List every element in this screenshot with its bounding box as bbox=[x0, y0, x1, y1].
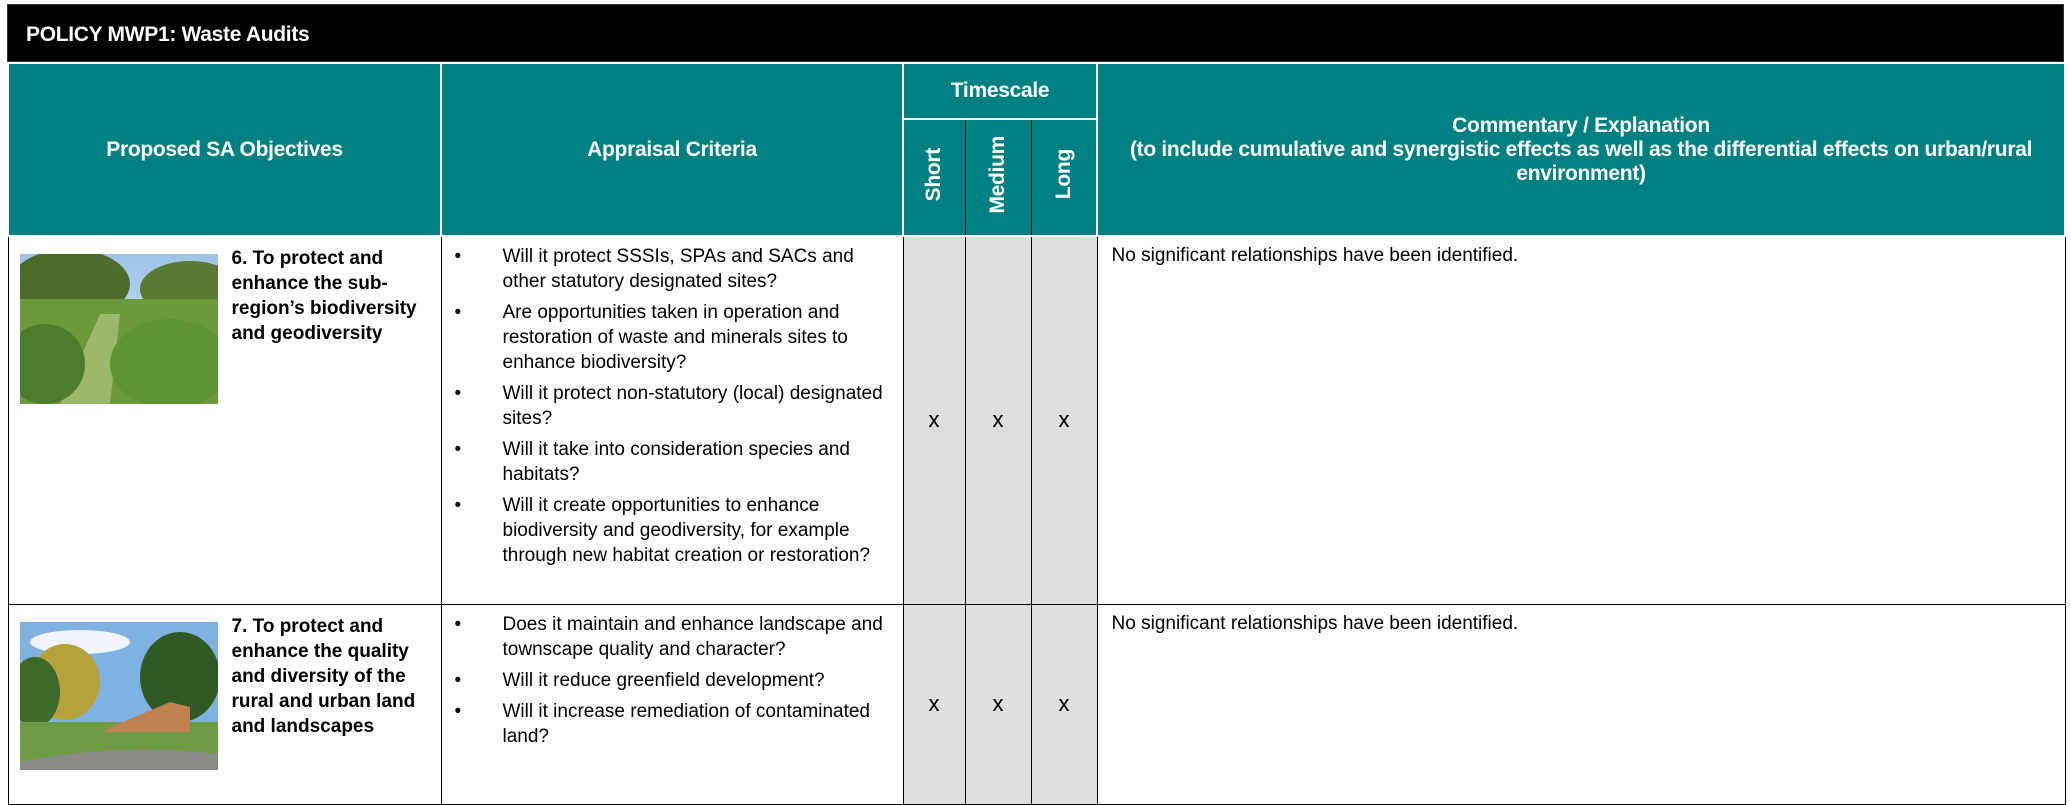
medium-cell: x bbox=[964, 603, 1032, 805]
criterion: Does it maintain and enhance landscape a… bbox=[453, 612, 892, 662]
appraisal-table: Proposed SA Objectives Appraisal Criteri… bbox=[7, 62, 2067, 805]
objective: 6. To protect and enhance the sub-region… bbox=[10, 238, 440, 404]
objective-cell: 7. To protect and enhance the quality an… bbox=[7, 603, 442, 805]
long-cell: x bbox=[1030, 235, 1098, 605]
criterion: Will it create opportunities to enhance … bbox=[453, 493, 892, 568]
criteria-list: Does it maintain and enhance landscape a… bbox=[443, 612, 902, 749]
criteria-cell: Will it protect SSSIs, SPAs and SACs and… bbox=[440, 235, 904, 605]
header-cell: Timescale bbox=[901, 62, 1099, 120]
table-row: 7. To protect and enhance the quality an… bbox=[7, 603, 2066, 805]
objective-text: 6. To protect and enhance the sub-region… bbox=[231, 248, 417, 344]
criteria-cell: Does it maintain and enhance landscape a… bbox=[440, 603, 904, 805]
long-header: Long bbox=[1051, 149, 1075, 200]
criterion: Will it protect non-statutory (local) de… bbox=[453, 381, 892, 431]
medium-cell: x bbox=[964, 235, 1032, 605]
table-row: 6. To protect and enhance the sub-region… bbox=[7, 235, 2066, 605]
criterion: Will it reduce greenfield development? bbox=[453, 668, 892, 693]
header-cell: Appraisal Criteria bbox=[440, 62, 904, 237]
medium-header: Medium bbox=[986, 135, 1009, 214]
criterion: Will it increase remediation of contamin… bbox=[453, 699, 892, 749]
commentary-cell: No significant relationships have been i… bbox=[1096, 235, 2066, 605]
short-cell: x bbox=[902, 235, 966, 605]
objective-text: 7. To protect and enhance the quality an… bbox=[231, 615, 416, 737]
header-cell: Proposed SA Objectives bbox=[7, 62, 442, 237]
photo bbox=[19, 254, 218, 404]
commentary-note: (to include cumulative and synergistic e… bbox=[1129, 137, 2033, 185]
short-header: Short bbox=[922, 147, 946, 202]
criterion: Will it protect SSSIs, SPAs and SACs and… bbox=[453, 244, 892, 294]
objective-cell: 6. To protect and enhance the sub-region… bbox=[7, 235, 442, 605]
objective: 7. To protect and enhance the quality an… bbox=[10, 606, 440, 770]
short-cell: x bbox=[902, 603, 966, 805]
header-cell: Short bbox=[902, 118, 966, 237]
policy-table: POLICY MWP1: Waste Audits Proposed SA Ob… bbox=[7, 4, 2067, 805]
criteria-list: Will it protect SSSIs, SPAs and SACs and… bbox=[443, 244, 902, 568]
long-cell: x bbox=[1030, 603, 1098, 805]
commentary-cell: No significant relationships have been i… bbox=[1096, 603, 2066, 805]
commentary-header: Commentary / Explanation bbox=[1452, 113, 1710, 137]
photo bbox=[19, 621, 218, 770]
header-cell: Commentary / Explanation (to include cumu… bbox=[1096, 62, 2067, 237]
criterion: Are opportunities taken in operation and… bbox=[453, 300, 892, 375]
header-cell: Long bbox=[1030, 118, 1098, 237]
header-cell: Medium bbox=[964, 118, 1032, 237]
policy-title: POLICY MWP1: Waste Audits bbox=[7, 4, 2064, 62]
criterion: Will it take into consideration species … bbox=[453, 437, 892, 487]
